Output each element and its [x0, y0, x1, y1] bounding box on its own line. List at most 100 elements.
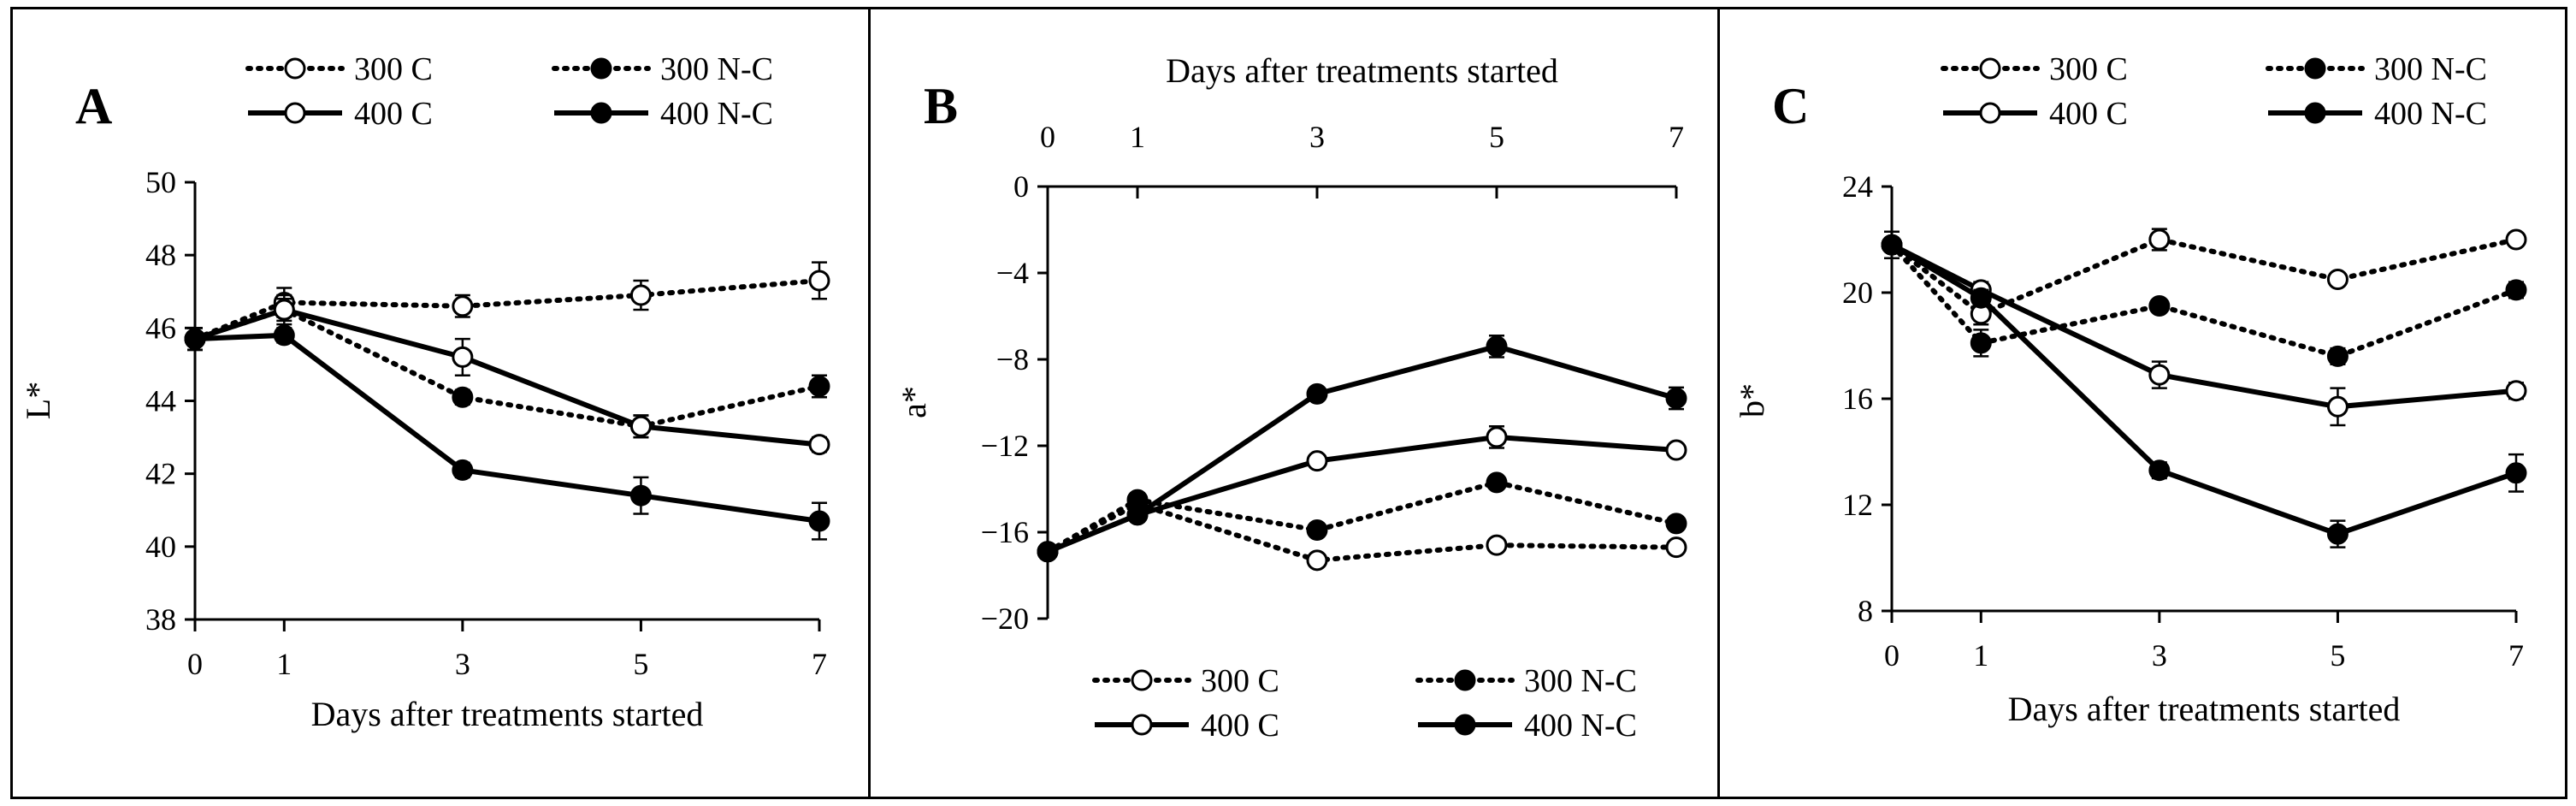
y-tick-label: 48	[145, 238, 176, 272]
y-tick-label: −12	[981, 429, 1029, 463]
chart-panel-a: A 38 40 42 44 46 48 50 L* 0 1 3 5 7 Days after treatme…	[19, 51, 830, 733]
y-tick-label: 46	[145, 311, 176, 345]
data-point	[1306, 519, 1328, 541]
data-point	[808, 510, 830, 532]
data-point	[1486, 534, 1508, 556]
series-line	[194, 332, 820, 524]
legend-item: 300 N-C	[1415, 663, 1637, 699]
data-point	[629, 415, 652, 437]
data-point	[452, 346, 474, 368]
legend-label: 400 C	[2049, 96, 2128, 132]
data-point	[629, 484, 652, 507]
data-point	[452, 459, 474, 481]
x-tick-label: 1	[276, 647, 292, 681]
legend-item: 400 N-C	[2268, 96, 2487, 132]
panel-a-frame	[10, 7, 871, 799]
series-line	[1889, 242, 2519, 359]
series-line	[1890, 242, 2517, 410]
data-point	[2505, 279, 2527, 301]
data-point	[629, 284, 652, 306]
data-point	[1306, 450, 1328, 472]
x-axis-label: Days after treatments started	[311, 695, 704, 733]
data-point	[1665, 387, 1687, 409]
data-point	[2326, 395, 2349, 418]
data-point	[452, 386, 474, 408]
data-point	[2505, 462, 2527, 484]
legend-swatch-marker	[1131, 714, 1153, 736]
data-point	[2326, 345, 2349, 367]
chart-panel-b: B 0 −4 −8 −12 −16 −20 a* 0 1 3 5 7 Days after treatme…	[895, 51, 1687, 744]
y-tick-label: −4	[996, 256, 1029, 290]
data-point	[808, 434, 830, 456]
legend-label: 400 C	[354, 96, 433, 132]
legend-label: 400 N-C	[2374, 96, 2487, 132]
x-tick-label: 0	[1040, 120, 1055, 154]
x-tick-label: 5	[633, 647, 648, 681]
y-tick-label: 38	[145, 602, 176, 637]
legend-item: 400 N-C	[1418, 708, 1637, 744]
y-tick-label: 16	[1842, 382, 1873, 416]
data-point	[1486, 335, 1508, 358]
legend-swatch-marker	[284, 57, 306, 80]
legend-label: 300 C	[2049, 51, 2128, 87]
y-tick-label: −16	[981, 515, 1029, 549]
y-tick-label: 40	[145, 530, 176, 564]
x-tick-label: 7	[812, 647, 827, 681]
legend-swatch-marker	[2304, 57, 2326, 80]
legend-label: 400 C	[1201, 708, 1279, 744]
panel-letter: A	[75, 78, 112, 134]
legend-item: 400 N-C	[554, 96, 773, 132]
x-tick-label: 1	[1130, 120, 1145, 154]
series-300-c	[1881, 228, 2527, 326]
y-axis-label: b*	[1733, 383, 1771, 418]
data-point	[273, 299, 295, 321]
data-point	[2148, 364, 2171, 386]
legend-swatch-marker	[284, 102, 306, 124]
data-point	[1486, 471, 1508, 494]
x-tick-label: 0	[187, 647, 203, 681]
x-tick-label: 3	[1309, 120, 1325, 154]
legend-item: 400 C	[248, 96, 433, 132]
panel-letter: B	[924, 78, 958, 134]
data-point	[2505, 380, 2527, 402]
y-tick-label: 50	[145, 165, 176, 199]
x-axis-label: Days after treatments started	[1166, 51, 1558, 90]
series-400-n-c	[1037, 334, 1687, 563]
legend-swatch-marker	[590, 102, 612, 124]
legend-item: 300 C	[1092, 663, 1279, 699]
legend: 300 C 300 N-C 400 C 400 N-C	[1941, 51, 2487, 132]
legend-swatch-marker	[1979, 102, 2001, 124]
data-point	[1665, 513, 1687, 535]
data-point	[1665, 536, 1687, 559]
data-point	[2148, 459, 2171, 482]
legend-item: 400 C	[1095, 708, 1279, 744]
panel-c-frame	[1717, 7, 2567, 799]
y-tick-label: 0	[1013, 169, 1029, 204]
data-point	[1486, 426, 1508, 448]
y-tick-label: 24	[1842, 169, 1873, 204]
data-point	[808, 270, 830, 292]
legend-swatch-marker	[1979, 57, 2001, 80]
series-400-c	[184, 293, 830, 456]
data-point	[2148, 295, 2171, 317]
data-point	[1306, 382, 1328, 405]
data-point	[1037, 541, 1059, 563]
legend-label: 300 C	[1201, 663, 1279, 699]
legend-label: 300 C	[354, 51, 433, 87]
legend-label: 300 N-C	[2374, 51, 2487, 87]
x-tick-label: 5	[2330, 638, 2345, 673]
y-tick-label: 8	[1858, 594, 1873, 628]
legend-item: 300 N-C	[552, 51, 773, 87]
data-point	[2505, 228, 2527, 251]
data-point	[2326, 523, 2349, 545]
chart-panel-c: C 8 12 16 20 24 b* 0 1 3 5 7 Days after treatments s…	[1733, 51, 2527, 728]
legend-label: 300 N-C	[1524, 663, 1637, 699]
x-tick-label: 7	[2508, 638, 2524, 673]
series-400-n-c	[1881, 230, 2527, 548]
legend-label: 400 N-C	[660, 96, 773, 132]
legend-swatch-marker	[1454, 714, 1476, 736]
y-axis-label: L*	[19, 382, 57, 419]
data-point	[1881, 234, 1903, 256]
data-point	[2148, 228, 2171, 251]
y-tick-label: 42	[145, 457, 176, 491]
